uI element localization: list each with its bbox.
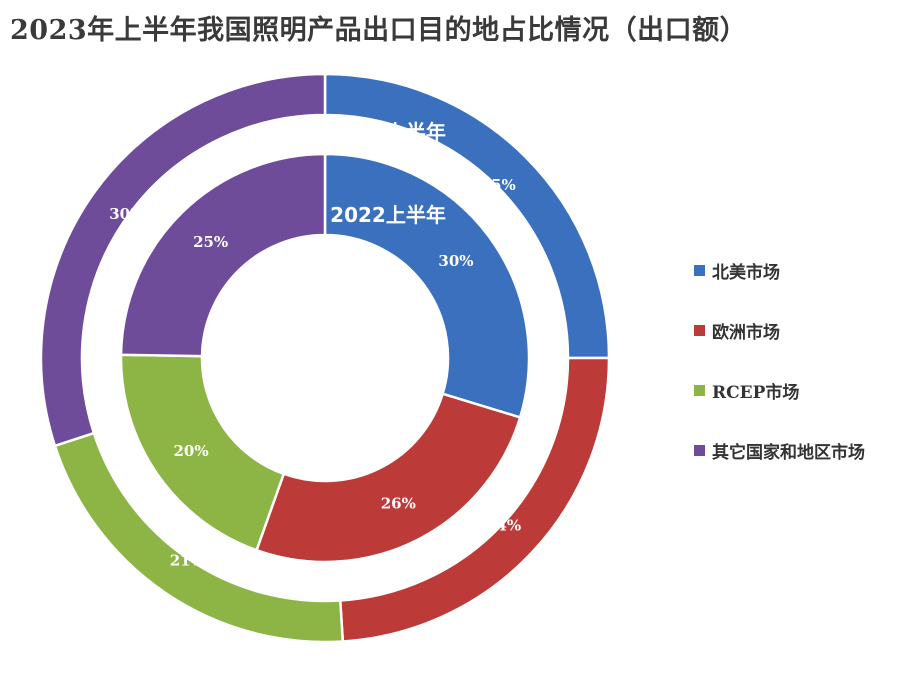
legend-item-rcep: RCEP市场 — [694, 360, 865, 420]
legend-label: 其它国家和地区市场 — [712, 442, 865, 463]
legend-swatch-rcep — [694, 384, 705, 396]
outer-slice-other — [39, 72, 327, 448]
percent-labels: 25% 24% 21% 30% 30% 26% 20% 25% — [109, 176, 521, 570]
legend-swatch-europe — [694, 324, 705, 336]
inner-slice-other — [119, 152, 327, 358]
inner-slice-north-america — [323, 152, 531, 419]
legend-item-other: 其它国家和地区市场 — [694, 420, 865, 480]
inner-slice-europe — [254, 392, 522, 564]
outer-ring-2023 — [39, 72, 611, 644]
legend-label: RCEP市场 — [712, 382, 800, 403]
inner-slice-rcep — [119, 353, 286, 552]
inner-label-rcep: 20% — [174, 442, 209, 460]
inner-label-north-america: 30% — [438, 252, 473, 270]
inner-label-europe: 26% — [381, 495, 416, 513]
legend-swatch-north-america — [694, 264, 705, 276]
outer-ring-label: 2023上半年 — [330, 120, 446, 144]
legend-label: 北美市场 — [712, 262, 780, 283]
legend-item-north-america: 北美市场 — [694, 240, 865, 300]
outer-label-rcep: 21% — [170, 552, 205, 570]
inner-ring-2022 — [119, 152, 531, 564]
inner-ring-label: 2022上半年 — [330, 203, 446, 227]
outer-label-other: 30% — [109, 205, 144, 223]
outer-label-europe: 24% — [486, 517, 521, 535]
legend-label: 欧洲市场 — [712, 322, 780, 343]
legend-swatch-other — [694, 444, 705, 456]
legend-item-europe: 欧洲市场 — [694, 300, 865, 360]
inner-label-other: 25% — [193, 233, 228, 251]
chart-title: 2023年上半年我国照明产品出口目的地占比情况（出口额） — [10, 15, 748, 46]
legend: 北美市场 欧洲市场 RCEP市场 其它国家和地区市场 — [694, 240, 865, 480]
outer-label-north-america: 25% — [481, 176, 516, 194]
